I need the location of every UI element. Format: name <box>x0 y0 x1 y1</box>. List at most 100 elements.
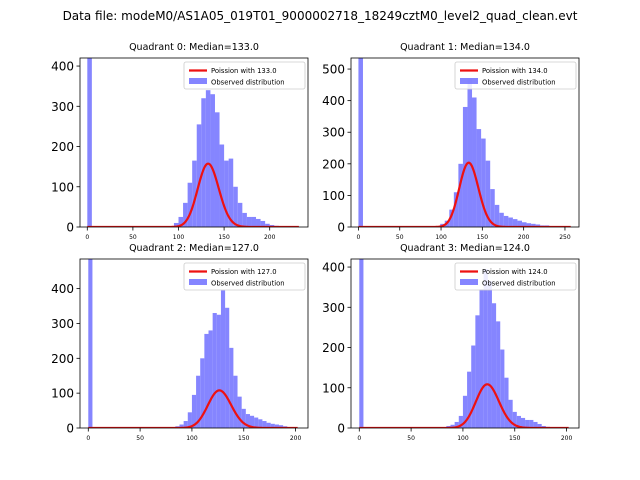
histogram-bar <box>249 415 255 428</box>
histogram-bar <box>476 129 482 227</box>
legend-bar-swatch <box>460 279 478 285</box>
y-tick-label: 400 <box>51 60 74 74</box>
histogram-bar <box>472 97 477 227</box>
histogram-bar <box>178 216 184 227</box>
y-tick-label: 400 <box>51 282 74 296</box>
x-tick-label: 200 <box>290 435 302 442</box>
x-tick-label: 100 <box>435 234 447 241</box>
y-tick-label: 300 <box>322 126 345 140</box>
histogram-bar <box>216 314 221 428</box>
histogram-bar <box>242 212 247 227</box>
histogram-bar <box>191 394 197 428</box>
histogram-bar <box>233 186 238 227</box>
plot-area <box>88 259 298 428</box>
y-tick-label: 0 <box>337 221 345 235</box>
histogram-bar <box>205 90 211 227</box>
histogram-bar <box>529 419 534 428</box>
histogram-bar <box>251 216 257 227</box>
histogram-bar <box>88 259 93 428</box>
subplot-title: Quadrant 0: Median=133.0 <box>129 42 259 53</box>
legend-box <box>454 61 577 90</box>
subplot-quadrant-0: 0 50 100 150 200 0 100 200 300 400 Quadrant 0: Med… <box>51 42 309 241</box>
legend-box <box>183 262 306 291</box>
histogram-bar <box>228 158 234 227</box>
histogram-bar <box>220 290 226 428</box>
y-tick-label: 0 <box>66 422 74 436</box>
histogram-bar <box>183 202 188 227</box>
legend: Poission with 134.0 Observed distribution <box>454 61 577 90</box>
x-tick-label: 50 <box>396 234 404 241</box>
histogram-bar <box>208 330 213 428</box>
y-tick-label: 100 <box>322 381 345 395</box>
histogram-bar <box>187 182 193 227</box>
y-tick-label: 0 <box>66 221 74 235</box>
histogram-bar <box>508 217 513 227</box>
histogram-bar <box>481 138 486 227</box>
histogram-bar <box>462 395 468 428</box>
y-tick-label: 200 <box>51 140 74 154</box>
histogram-bar <box>183 421 188 428</box>
x-tick-label: 250 <box>559 234 571 241</box>
histogram-bar <box>454 421 459 428</box>
histogram-bar <box>274 424 279 428</box>
x-tick-label: 50 <box>129 234 137 241</box>
y-tick-label: 100 <box>51 180 74 194</box>
subplot-quadrant-2: 0 50 100 150 200 0 100 200 300 400 Quadrant 2: Med… <box>51 243 309 442</box>
histogram-bar <box>487 281 492 428</box>
histogram-bar <box>246 216 252 227</box>
histogram-bar <box>245 414 250 428</box>
y-tick-label: 400 <box>322 94 345 108</box>
subplot-quadrant-1: 0 50 100 150 200 250 0 100 200 300 400 500 Quadrant … <box>322 42 580 241</box>
y-tick-label: 500 <box>322 63 345 77</box>
histogram-bar <box>496 321 501 428</box>
y-tick-label: 0 <box>337 422 345 436</box>
x-tick-label: 200 <box>518 234 530 241</box>
legend: Poission with 133.0 Observed distribution <box>183 61 306 90</box>
histogram-bar <box>531 223 536 227</box>
x-tick-label: 200 <box>264 234 276 241</box>
histogram-bar <box>260 220 266 227</box>
histogram-bar <box>214 112 220 227</box>
histogram-bar <box>87 58 92 227</box>
x-tick-label: 0 <box>357 435 361 442</box>
histogram-bar <box>192 160 197 227</box>
legend-model-label: Poission with 124.0 <box>482 268 548 276</box>
histogram-bar <box>262 421 267 428</box>
histogram-bar <box>535 224 541 227</box>
legend-model-label: Poission with 127.0 <box>211 268 277 276</box>
x-tick-label: 0 <box>85 234 89 241</box>
x-tick-label: 50 <box>407 435 415 442</box>
legend-bar-swatch <box>189 279 207 285</box>
histogram-bar <box>504 377 509 428</box>
histogram-bar <box>196 124 202 227</box>
legend-observed-label: Observed distribution <box>211 79 285 87</box>
histogram-bar <box>517 220 522 227</box>
histogram-bar <box>471 345 476 428</box>
histogram-bar <box>458 415 463 428</box>
legend-model-label: Poission with 133.0 <box>211 67 277 75</box>
plot-area <box>358 58 571 227</box>
histogram-bar <box>485 160 491 227</box>
x-tick-label: 50 <box>136 435 144 442</box>
legend-model-label: Poission with 134.0 <box>482 67 548 75</box>
histogram-bar <box>241 408 246 428</box>
legend-observed-label: Observed distribution <box>482 79 556 87</box>
histogram-bar <box>449 209 454 227</box>
histogram-bar <box>278 425 284 428</box>
subplot-title: Quadrant 1: Median=134.0 <box>400 42 530 53</box>
histogram-bar <box>503 215 509 227</box>
x-tick-label: 0 <box>86 435 90 442</box>
histogram-bar <box>266 422 271 428</box>
legend-observed-label: Observed distribution <box>211 280 285 288</box>
histogram-bar <box>512 219 518 227</box>
histogram-bar <box>500 349 505 428</box>
histogram-bar <box>358 58 363 227</box>
histogram-bar <box>237 396 242 428</box>
histogram-bar <box>458 163 463 227</box>
histogram-bar <box>490 189 495 227</box>
x-tick-label: 150 <box>509 435 521 442</box>
histogram-bar <box>526 223 532 227</box>
histogram-bar <box>508 399 513 428</box>
histogram-bar <box>201 98 206 227</box>
x-tick-label: 200 <box>561 435 573 442</box>
